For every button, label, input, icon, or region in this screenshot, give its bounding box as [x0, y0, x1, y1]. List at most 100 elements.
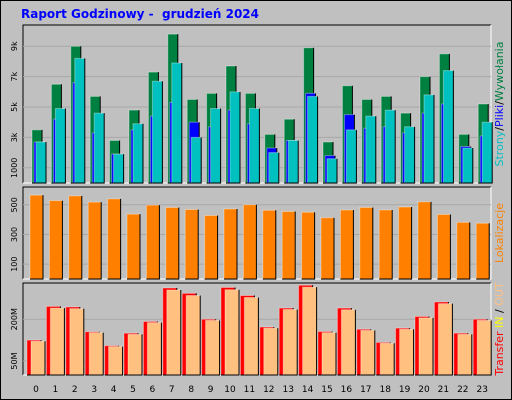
panel-label-pages-files-hits: Strony/Pliki/Wywołania	[493, 42, 506, 167]
panel-label-sites: Lokalizacje	[493, 203, 506, 263]
bar-transfer-out	[302, 286, 318, 376]
bar-sites	[87, 201, 102, 280]
bar-transfer-out	[49, 307, 65, 376]
bar-pages	[345, 129, 357, 184]
x-tick-label: 8	[188, 385, 194, 395]
x-tick-label: 16	[341, 385, 353, 395]
bar-sites	[378, 209, 393, 280]
panel-label-part: /	[493, 309, 506, 313]
bar-pages	[307, 95, 319, 184]
bar-pages	[229, 91, 241, 184]
bar-transfer-out	[146, 322, 162, 376]
bar-transfer-out	[127, 333, 143, 376]
y-tick-label: 100	[10, 257, 19, 272]
bar-transfer-out	[321, 332, 337, 376]
bar-sites	[68, 195, 83, 280]
x-tick-label: 3	[91, 385, 97, 395]
bar-transfer-out	[360, 329, 376, 376]
bar-transfer-out	[418, 317, 434, 376]
panel-label-part: Strony	[493, 130, 506, 166]
bar-pages	[287, 139, 299, 184]
x-tick-label: 12	[263, 385, 274, 395]
x-tick-label: 10	[224, 385, 236, 395]
bar-sites	[456, 221, 471, 280]
panel-label-part: /	[493, 127, 506, 131]
bar-sites	[184, 209, 199, 280]
bar-transfer-out	[476, 319, 492, 376]
bar-pages	[248, 108, 260, 184]
y-tick-label: 1000	[10, 158, 19, 178]
bar-transfer-out	[379, 342, 395, 376]
bar-pages	[268, 152, 280, 184]
bar-pages	[171, 62, 183, 184]
bar-transfer-out	[185, 295, 201, 376]
bar-pages	[384, 109, 396, 184]
bar-pages	[151, 80, 163, 184]
bar-sites	[359, 206, 374, 280]
bar-transfer-out	[88, 332, 104, 376]
y-tick-label: 50M	[10, 352, 19, 369]
bar-transfer-out	[224, 289, 240, 376]
bar-pages	[74, 57, 86, 184]
x-tick-label: 21	[438, 385, 449, 395]
chart-title: Raport Godzinowy - grudzień 2024	[21, 7, 259, 21]
bar-pages	[93, 112, 105, 184]
y-tick-label: 200M	[10, 308, 19, 330]
bar-transfer-out	[282, 308, 298, 376]
x-tick-label: 6	[150, 385, 156, 395]
bar-sites	[242, 204, 257, 280]
x-tick-label: 13	[282, 385, 293, 395]
x-tick-label: 1	[53, 385, 59, 395]
panel-label-part: Wywołania	[493, 42, 506, 102]
x-tick-label: 9	[208, 385, 214, 395]
y-tick-label: 5k	[10, 102, 19, 112]
bar-sites	[281, 210, 296, 280]
bar-transfer-out	[243, 296, 259, 376]
bar-transfer-out	[166, 289, 182, 376]
bar-pages	[365, 115, 377, 184]
x-tick-label: 15	[321, 385, 332, 395]
bar-sites	[165, 206, 180, 280]
bar-sites	[301, 211, 316, 280]
bar-sites	[398, 206, 413, 280]
bar-transfer-out	[108, 346, 124, 376]
panel-transfer: 50M 200M	[10, 282, 492, 376]
panel-label-part: Transfer	[493, 331, 506, 377]
bar-sites	[204, 214, 219, 280]
bar-transfer-out	[340, 309, 356, 376]
panel-label-part: Lokalizacje	[493, 203, 506, 263]
y-tick-label: 500	[10, 197, 19, 212]
bar-sites	[29, 194, 44, 280]
x-tick-label: 14	[302, 385, 314, 395]
x-tick-label: 17	[360, 385, 371, 395]
bar-pages	[423, 94, 435, 184]
bar-transfer-out	[457, 333, 473, 376]
x-tick-label: 4	[111, 385, 117, 395]
x-tick-label: 23	[476, 385, 487, 395]
bar-transfer-out	[205, 319, 221, 376]
bar-pages	[481, 121, 493, 184]
bar-sites	[145, 204, 160, 280]
bar-sites	[436, 213, 451, 280]
y-tick-label: 9k	[10, 41, 19, 51]
bar-transfer-out	[399, 328, 415, 376]
bar-pages	[404, 126, 416, 184]
x-tick-label: 5	[130, 385, 136, 395]
panel-label-part: IN	[493, 313, 506, 331]
bar-sites	[475, 222, 490, 280]
bar-pages	[190, 136, 202, 184]
panel-label-part: OUT	[493, 282, 506, 309]
bar-sites	[126, 213, 141, 280]
bar-transfer-out	[263, 327, 279, 376]
bar-pages	[326, 158, 338, 184]
panel-sites: 100 300 500	[10, 186, 492, 280]
panel-label-transfer: Transfer IN / OUT	[493, 282, 506, 377]
bar-sites	[417, 201, 432, 280]
bar-pages	[132, 123, 144, 184]
x-tick-label: 22	[457, 385, 468, 395]
bar-transfer-out	[69, 308, 85, 376]
bar-sites	[339, 209, 354, 280]
bar-pages	[113, 153, 125, 184]
bar-sites	[262, 209, 277, 280]
x-tick-label: 20	[418, 385, 430, 395]
